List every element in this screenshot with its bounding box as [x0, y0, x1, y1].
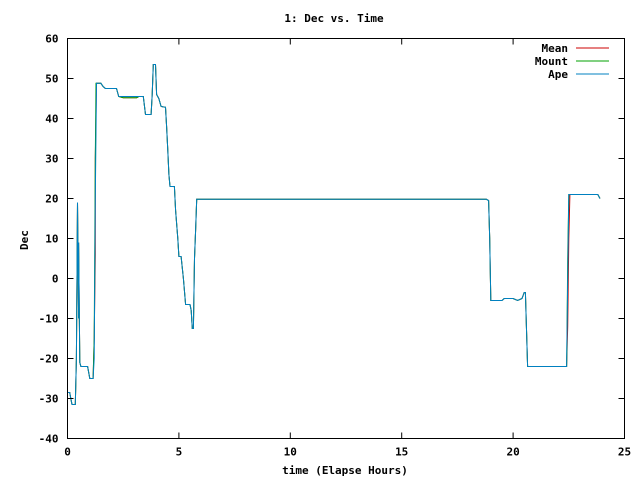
x-tick-label: 20: [506, 446, 519, 459]
y-tick-label: 0: [52, 273, 59, 286]
x-tick-label: 5: [176, 446, 183, 459]
y-axis-label: Dec: [18, 230, 31, 250]
x-tick-label: 15: [395, 446, 408, 459]
plot-frame: [67, 38, 625, 439]
series-line-mount: [67, 64, 601, 405]
x-tick-label: 25: [618, 446, 631, 459]
y-tick-label: 10: [45, 233, 58, 246]
x-axis-label: time (Elapse Hours): [282, 464, 408, 477]
chart-title: 1: Dec vs. Time: [284, 12, 384, 25]
legend-label-ape: Ape: [548, 68, 568, 81]
y-tick-label: 20: [45, 193, 58, 206]
ticks-layer: 0 5 10 15 20 25 -40 -30 -20 -10 0 10 20 30 40 50 60: [39, 33, 632, 459]
y-tick-label: 40: [45, 113, 58, 126]
y-tick-label: 30: [45, 153, 58, 166]
y-tick-label: -40: [39, 433, 59, 446]
y-tick-label: -30: [39, 393, 59, 406]
y-tick-label: -20: [39, 353, 59, 366]
y-tick-label: 60: [45, 33, 58, 46]
legend-label-mean: Mean: [542, 42, 569, 55]
x-tick-label: 10: [284, 446, 297, 459]
series-layer: [67, 64, 601, 405]
x-tick-label: 0: [64, 446, 71, 459]
y-tick-label: 50: [45, 73, 58, 86]
series-line-mean: [67, 64, 601, 405]
y-tick-label: -10: [39, 313, 59, 326]
series-line-ape: [67, 64, 601, 405]
legend-label-mount: Mount: [535, 55, 568, 68]
